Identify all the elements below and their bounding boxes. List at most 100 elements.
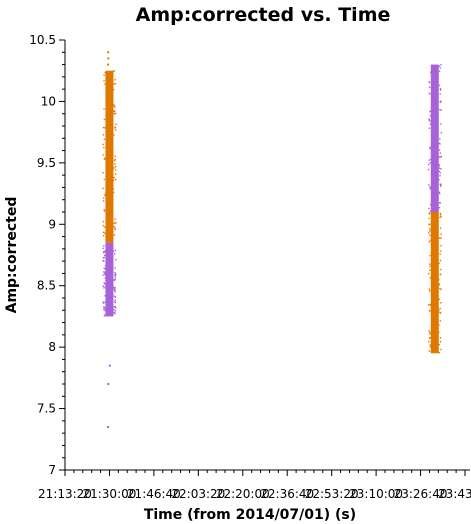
data-point: [114, 291, 116, 293]
data-point: [102, 200, 105, 202]
data-point: [113, 70, 115, 72]
data-point: [104, 265, 107, 267]
data-point: [429, 110, 432, 113]
data-point: [440, 64, 442, 66]
data-point: [440, 155, 442, 158]
data-point: [438, 283, 440, 285]
data-point: [440, 167, 442, 170]
data-point: [113, 279, 116, 282]
data-point: [113, 306, 115, 308]
data-point: [440, 109, 442, 111]
data-point: [428, 118, 430, 120]
data-point: [102, 257, 105, 259]
y-tick-label: 10.5: [29, 33, 56, 47]
data-point: [104, 83, 106, 85]
data-point: [438, 311, 440, 313]
data-point: [114, 79, 116, 81]
data-point: [428, 223, 430, 225]
data-point: [440, 237, 442, 239]
x-axis-label: Time (from 2014/07/01) (s): [144, 507, 356, 523]
data-point: [104, 71, 106, 74]
data-point: [104, 127, 106, 129]
data-point: [439, 307, 441, 310]
x-tick-label: 23:26:40: [394, 487, 448, 501]
data-point: [440, 250, 442, 252]
data-point: [428, 310, 431, 312]
y-tick-label: 7: [48, 463, 56, 477]
data-point: [102, 224, 104, 227]
data-point: [428, 93, 431, 95]
data-point: [429, 336, 431, 339]
data-point: [103, 260, 105, 262]
data-point: [428, 232, 430, 234]
data-point: [113, 222, 116, 224]
data-point: [112, 311, 115, 314]
data-point: [427, 168, 430, 171]
data-point: [438, 84, 441, 87]
data-point: [102, 285, 104, 287]
data-point: [104, 249, 107, 252]
data-point: [439, 340, 442, 343]
data-point: [439, 156, 441, 159]
point-band-purple: [430, 64, 439, 212]
data-point: [439, 320, 442, 322]
data-point: [114, 301, 116, 303]
data-point: [439, 101, 441, 103]
data-point: [429, 239, 432, 242]
data-point: [429, 187, 431, 190]
data-point: [104, 232, 106, 235]
outlier-point: [108, 364, 111, 367]
data-point: [113, 286, 115, 289]
data-point: [114, 249, 117, 252]
data-point: [439, 93, 441, 95]
data-point: [113, 110, 116, 112]
data-point: [113, 289, 116, 292]
x-tick-label: 21:30:00: [82, 487, 136, 501]
data-point: [112, 188, 115, 190]
data-point: [103, 226, 106, 228]
data-point: [113, 308, 115, 311]
data-point: [438, 202, 441, 204]
data-point: [114, 296, 117, 298]
data-point: [103, 245, 105, 247]
data-point: [112, 250, 115, 253]
data-point: [102, 251, 105, 253]
data-point: [429, 344, 431, 346]
data-point: [102, 143, 104, 146]
x-tick-label: 23:10:00: [349, 487, 403, 501]
outlier-point: [107, 51, 110, 54]
data-point: [103, 146, 105, 149]
data-point: [113, 104, 115, 107]
data-point: [429, 331, 431, 334]
data-point: [439, 216, 441, 219]
data-point: [103, 271, 105, 273]
data-point: [104, 271, 106, 273]
data-point: [102, 220, 105, 223]
data-point: [113, 295, 116, 297]
data-point: [439, 175, 441, 177]
data-point: [439, 214, 442, 216]
data-point: [102, 154, 104, 156]
data-point: [427, 272, 430, 275]
data-point: [114, 127, 116, 129]
data-point: [439, 152, 442, 154]
data-point: [114, 288, 116, 291]
data-point: [114, 82, 117, 85]
data-point: [113, 288, 115, 290]
data-point: [114, 305, 116, 308]
data-point: [114, 274, 116, 277]
data-point: [102, 134, 105, 136]
data-point: [439, 185, 442, 187]
data-point: [439, 138, 441, 140]
data-point: [104, 268, 106, 270]
data-point: [104, 286, 107, 288]
data-point: [428, 184, 430, 186]
data-point: [438, 149, 441, 151]
data-point: [429, 146, 431, 149]
data-point: [103, 108, 105, 110]
data-point: [102, 234, 105, 237]
data-point: [113, 167, 115, 169]
data-point: [439, 337, 442, 339]
data-point: [438, 170, 441, 172]
